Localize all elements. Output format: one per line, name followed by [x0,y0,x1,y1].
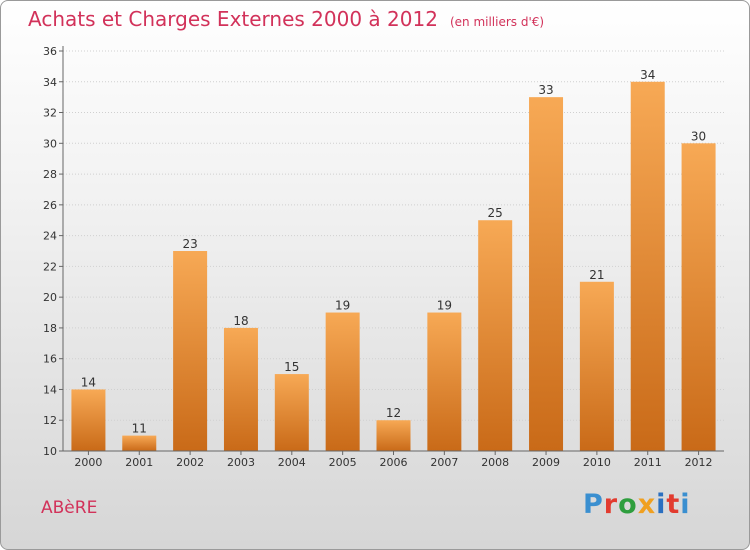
y-tick-label: 26 [43,199,57,212]
data-label: 14 [81,375,96,389]
x-tick-label: 2006 [380,456,408,469]
bar [478,220,513,451]
x-tick-label: 2011 [634,456,662,469]
data-label: 19 [437,299,452,313]
data-label: 11 [132,422,147,436]
data-label: 23 [182,237,197,251]
bars: 14 11 23 18 15 19 12 19 25 33 21 34 30 [71,68,716,452]
y-tick-label: 24 [43,230,57,243]
chart-subtitle: (en milliers d'€) [449,15,545,29]
x-axis: 2000 2001 2002 2003 2004 2005 2006 2007 2008 2009… [63,450,724,469]
bar [579,281,614,451]
x-tick-label: 2003 [227,456,255,469]
data-label: 19 [335,299,350,313]
y-tick-label: 30 [43,137,57,150]
y-tick-label: 12 [43,414,57,427]
x-tick-label: 2001 [125,456,153,469]
y-tick-label: 10 [43,445,57,458]
data-label: 30 [691,129,706,143]
y-tick-label: 34 [43,76,57,89]
data-label: 34 [640,68,655,82]
y-axis: 10 12 14 16 18 20 22 24 26 28 30 32 34 36 [43,45,64,458]
data-label: 25 [488,206,503,220]
logo-letter: i [680,489,691,520]
y-tick-label: 14 [43,383,57,396]
x-tick-label: 2010 [583,456,611,469]
x-tick-label: 2004 [278,456,306,469]
bar [71,389,106,451]
bar [529,97,564,452]
data-label: 33 [538,83,553,97]
logo-letter: t [666,489,681,520]
bar [427,312,462,451]
chart-title: Achats et Charges Externes 2000 à 2012 (e… [28,7,545,31]
bar [274,374,309,451]
x-tick-label: 2012 [685,456,713,469]
x-tick-label: 2005 [329,456,357,469]
data-label: 21 [589,268,604,282]
x-tick-label: 2009 [532,456,560,469]
y-tick-label: 36 [43,45,57,58]
bar [325,312,360,451]
y-tick-label: 32 [43,107,57,120]
x-tick-label: 2008 [481,456,509,469]
logo-letter: i [656,489,667,520]
bar [173,251,208,451]
x-tick-label: 2002 [176,456,204,469]
bar [630,81,665,452]
x-tick-label: 2007 [430,456,458,469]
y-tick-label: 18 [43,322,57,335]
x-tick-label: 2000 [74,456,102,469]
y-tick-label: 20 [43,291,57,304]
logo-letter: r [603,489,619,520]
data-label: 15 [284,360,299,374]
bar [122,435,157,451]
bar [681,143,716,452]
logo-letter: P [583,489,604,520]
commune-name: ABèRE [41,498,98,518]
data-label: 12 [386,406,401,420]
logo-letter: x [637,489,657,520]
y-tick-label: 22 [43,260,57,273]
proxiti-logo: Proxiti [583,489,691,520]
gridlines [63,50,724,452]
logo-letter: o [618,489,638,520]
y-tick-label: 16 [43,353,57,366]
bar [223,327,258,451]
data-label: 18 [233,314,248,328]
y-tick-label: 28 [43,168,57,181]
bar [376,420,411,451]
